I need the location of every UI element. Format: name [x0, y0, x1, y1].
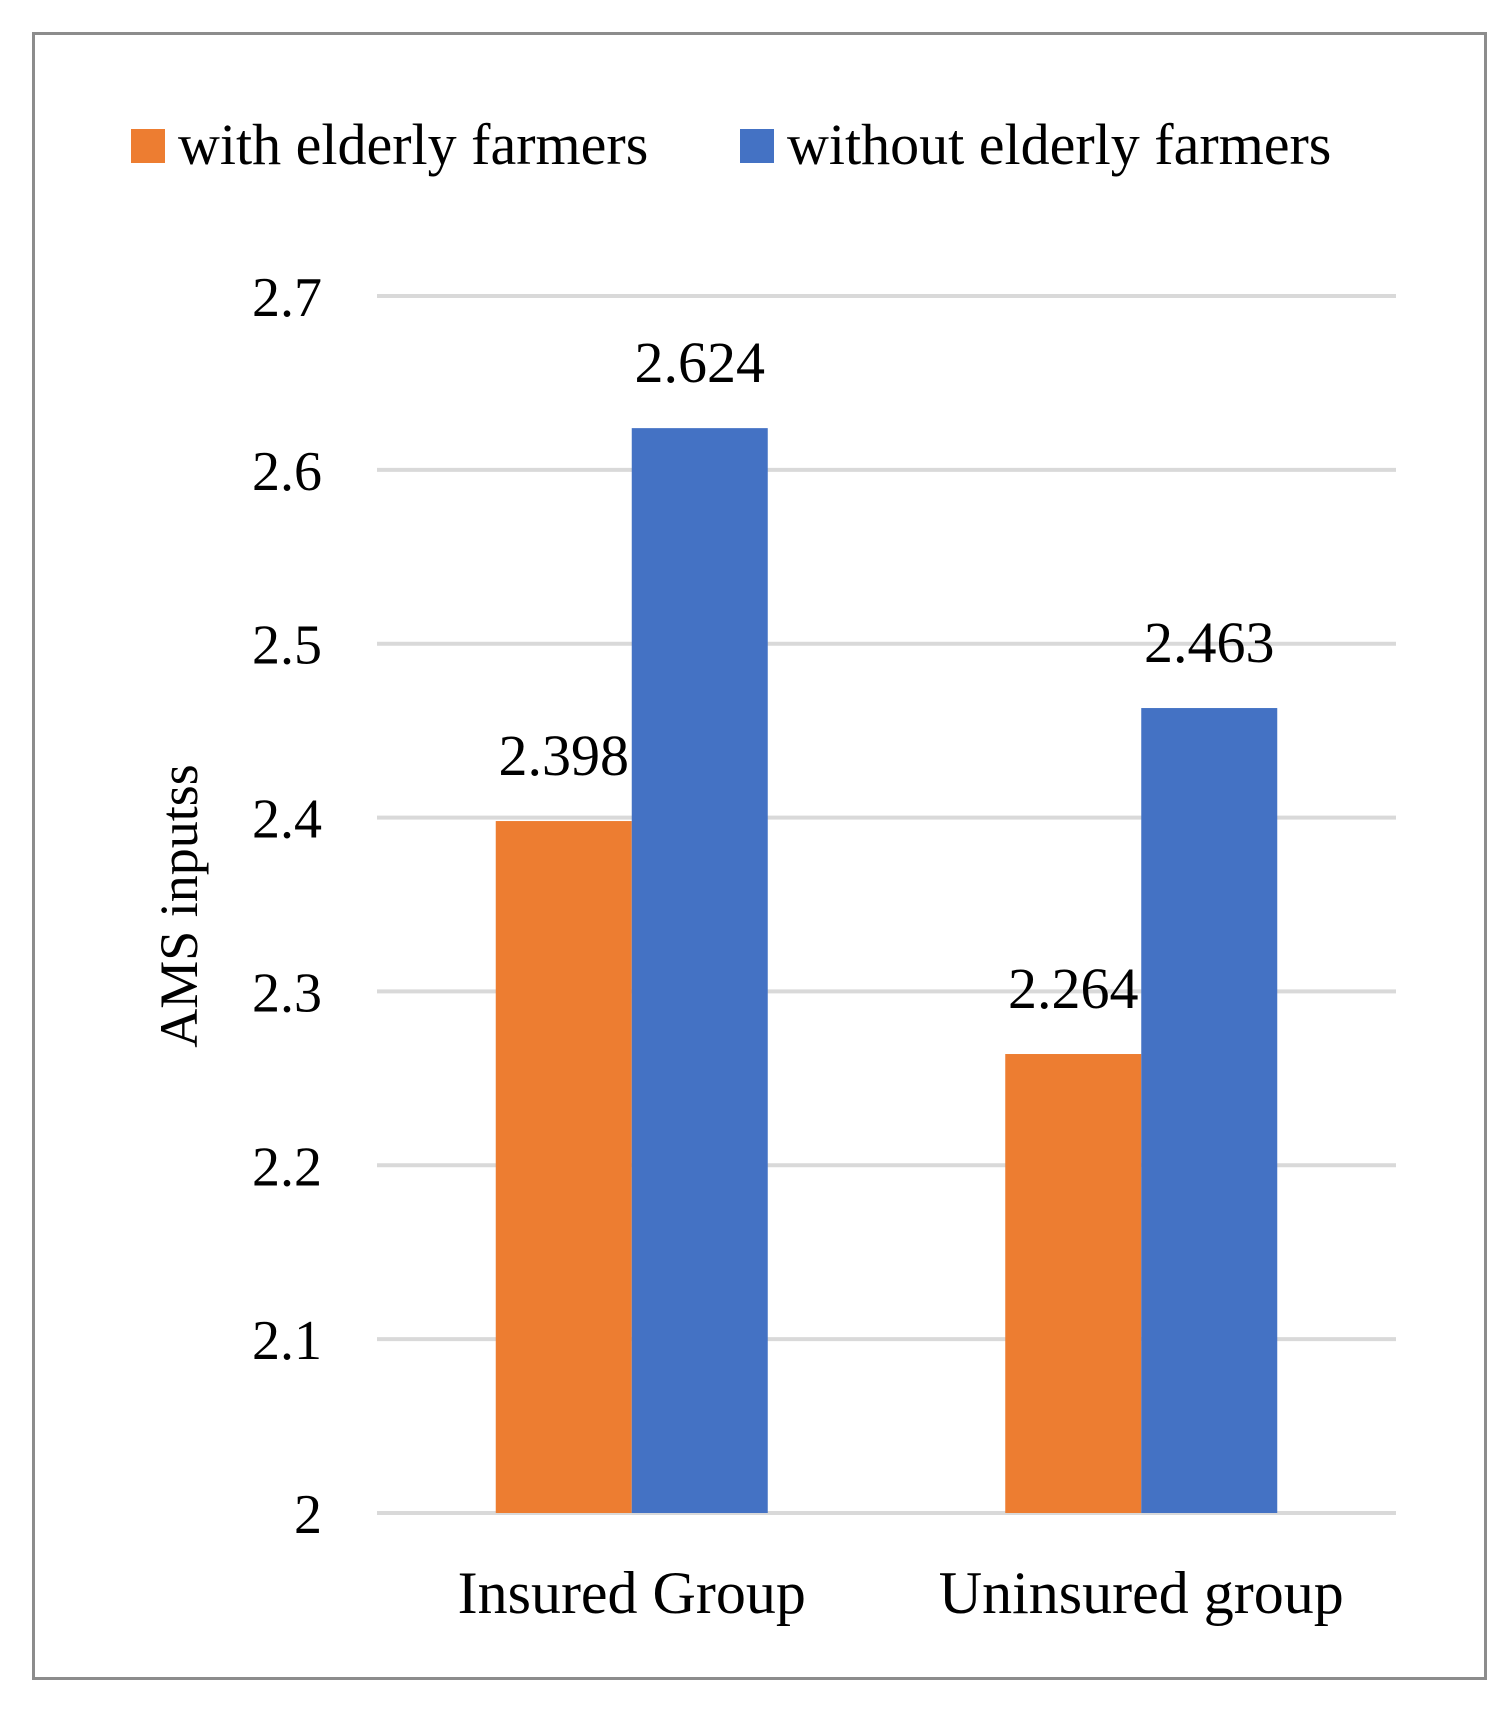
y-tick-label: 2.1: [252, 1310, 322, 1372]
data-label: 2.463: [1144, 610, 1275, 675]
legend-label-with-elderly: with elderly farmers: [178, 112, 648, 177]
data-labels: 2.398 2.624 2.264 2.463: [499, 330, 1275, 1021]
data-label: 2.264: [1008, 956, 1139, 1021]
legend: with elderly farmers without elderly far…: [131, 112, 1331, 177]
bar-with-elderly-1: [1005, 1054, 1142, 1513]
x-category-label: Uninsured group: [939, 1560, 1344, 1626]
y-tick-label: 2.3: [252, 962, 322, 1024]
bar-without-elderly-0: [631, 428, 768, 1513]
legend-swatch-with-elderly: [131, 129, 165, 163]
legend-swatch-without-elderly: [740, 129, 774, 163]
data-label: 2.624: [635, 330, 766, 395]
x-axis-categories: Insured Group Uninsured group: [458, 1560, 1344, 1626]
y-tick-label: 2.4: [252, 789, 322, 851]
bar-with-elderly-0: [495, 821, 632, 1513]
y-axis-ticks: 2 2.1 2.2 2.3 2.4 2.5 2.6 2.7: [252, 267, 322, 1546]
y-tick-label: 2.5: [252, 615, 322, 677]
bar-without-elderly-1: [1141, 708, 1278, 1513]
y-tick-label: 2.6: [252, 441, 322, 503]
x-category-label: Insured Group: [458, 1560, 806, 1626]
y-tick-label: 2: [294, 1484, 322, 1546]
y-tick-label: 2.2: [252, 1136, 322, 1198]
data-label: 2.398: [499, 723, 630, 788]
legend-label-without-elderly: without elderly farmers: [787, 112, 1331, 177]
bars: [495, 428, 1278, 1513]
y-tick-label: 2.7: [252, 267, 322, 329]
y-axis-title: AMS inputss: [149, 764, 209, 1048]
